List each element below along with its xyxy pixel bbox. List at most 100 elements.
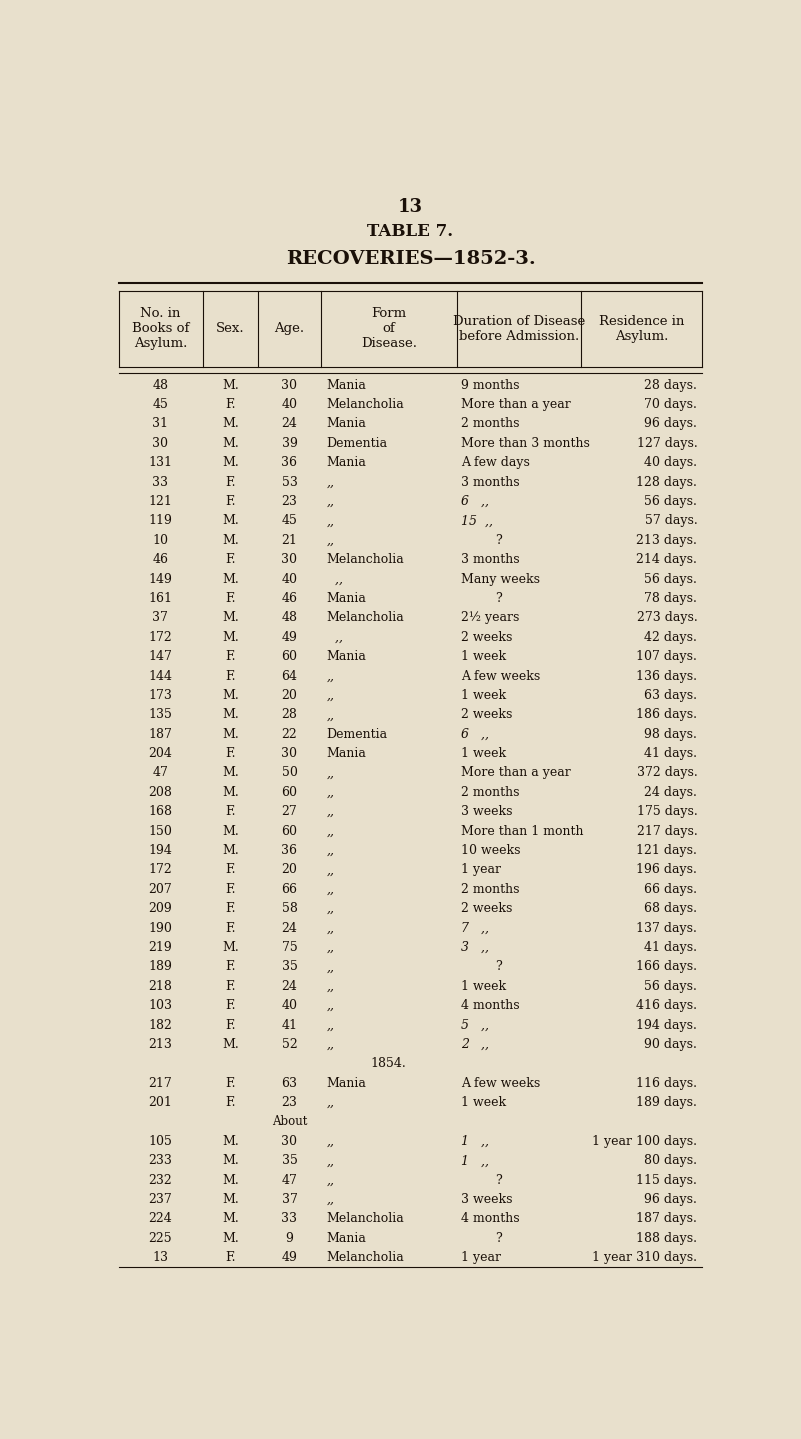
Text: 137 days.: 137 days. [637, 921, 698, 934]
Text: 135: 135 [148, 708, 172, 721]
Text: 48: 48 [152, 378, 168, 391]
Text: Melancholia: Melancholia [327, 1252, 405, 1265]
Text: 6   ,,: 6 ,, [461, 495, 489, 508]
Text: 2 weeks: 2 weeks [461, 630, 513, 643]
Text: 187: 187 [148, 728, 172, 741]
Text: Many weeks: Many weeks [461, 573, 541, 586]
Text: 47: 47 [281, 1174, 297, 1187]
Text: 98 days.: 98 days. [645, 728, 698, 741]
Text: RECOVERIES—1852-3.: RECOVERIES—1852-3. [286, 250, 535, 268]
Text: 3 weeks: 3 weeks [461, 1193, 513, 1206]
Text: 149: 149 [148, 573, 172, 586]
Text: 56 days.: 56 days. [645, 573, 698, 586]
Text: 36: 36 [281, 456, 297, 469]
Text: Mania: Mania [327, 591, 367, 604]
Text: 56 days.: 56 days. [645, 495, 698, 508]
Text: 39: 39 [281, 437, 297, 450]
Text: 28 days.: 28 days. [645, 378, 698, 391]
Text: About: About [272, 1115, 307, 1128]
Text: Melancholia: Melancholia [327, 1213, 405, 1226]
Text: 2 months: 2 months [461, 417, 520, 430]
Text: 30: 30 [281, 378, 297, 391]
Text: 28: 28 [281, 708, 297, 721]
Text: More than a year: More than a year [461, 767, 571, 780]
Text: Mania: Mania [327, 650, 367, 663]
Text: 80 days.: 80 days. [644, 1154, 698, 1167]
Text: 78 days.: 78 days. [645, 591, 698, 604]
Text: 107 days.: 107 days. [637, 650, 698, 663]
Text: 7   ,,: 7 ,, [461, 921, 489, 934]
Text: 3 months: 3 months [461, 476, 520, 489]
Text: 27: 27 [282, 806, 297, 819]
Text: 41 days.: 41 days. [644, 747, 698, 760]
Text: ,,: ,, [327, 786, 335, 799]
Text: 70 days.: 70 days. [645, 399, 698, 412]
Text: Duration of Disease
before Admission.: Duration of Disease before Admission. [453, 315, 586, 342]
Text: 24: 24 [281, 921, 297, 934]
Text: ,,: ,, [327, 630, 343, 643]
Text: 40: 40 [281, 399, 297, 412]
Text: ,,: ,, [327, 902, 335, 915]
Text: F.: F. [225, 1252, 235, 1265]
Text: 24: 24 [281, 417, 297, 430]
Text: Mania: Mania [327, 417, 367, 430]
Text: M.: M. [222, 1232, 239, 1245]
Text: ,,: ,, [327, 708, 335, 721]
Text: 30: 30 [152, 437, 168, 450]
Text: 204: 204 [148, 747, 172, 760]
Text: ,,: ,, [327, 1135, 335, 1148]
Text: 66: 66 [281, 882, 297, 896]
Text: ,,: ,, [327, 1019, 335, 1032]
Text: 1 week: 1 week [461, 689, 506, 702]
Text: 217: 217 [148, 1076, 172, 1089]
Text: 90 days.: 90 days. [645, 1038, 698, 1050]
Text: 49: 49 [281, 630, 297, 643]
Text: 13: 13 [152, 1252, 168, 1265]
Text: Sex.: Sex. [216, 322, 245, 335]
Text: No. in
Books of
Asylum.: No. in Books of Asylum. [132, 308, 189, 351]
Text: ,,: ,, [327, 1193, 335, 1206]
Text: More than a year: More than a year [461, 399, 571, 412]
Text: 5   ,,: 5 ,, [461, 1019, 489, 1032]
Text: 147: 147 [148, 650, 172, 663]
Text: ,,: ,, [327, 1174, 335, 1187]
Text: 47: 47 [152, 767, 168, 780]
Text: 194 days.: 194 days. [637, 1019, 698, 1032]
Text: 173: 173 [148, 689, 172, 702]
Text: 172: 172 [148, 863, 172, 876]
Text: F.: F. [225, 882, 235, 896]
Text: 1854.: 1854. [371, 1058, 407, 1071]
Text: 60: 60 [281, 650, 297, 663]
Text: Melancholia: Melancholia [327, 612, 405, 625]
Text: 168: 168 [148, 806, 172, 819]
Text: 37: 37 [281, 1193, 297, 1206]
Text: ?: ? [495, 1232, 502, 1245]
Text: 213: 213 [148, 1038, 172, 1050]
Text: 166 days.: 166 days. [636, 960, 698, 973]
Text: 150: 150 [148, 825, 172, 837]
Text: 45: 45 [281, 514, 297, 527]
Text: 33: 33 [152, 476, 168, 489]
Text: M.: M. [222, 825, 239, 837]
Text: ,,: ,, [327, 1097, 335, 1109]
Text: F.: F. [225, 1019, 235, 1032]
Text: F.: F. [225, 863, 235, 876]
Text: ,,: ,, [327, 514, 335, 527]
Text: M.: M. [222, 514, 239, 527]
Text: 20: 20 [281, 863, 297, 876]
Text: F.: F. [225, 591, 235, 604]
Text: M.: M. [222, 767, 239, 780]
Text: F.: F. [225, 980, 235, 993]
Text: 60: 60 [281, 786, 297, 799]
Text: 190: 190 [148, 921, 172, 934]
Text: Melancholia: Melancholia [327, 399, 405, 412]
Text: 214 days.: 214 days. [637, 553, 698, 566]
Text: F.: F. [225, 960, 235, 973]
Text: 37: 37 [152, 612, 168, 625]
Text: F.: F. [225, 495, 235, 508]
Text: 24 days.: 24 days. [645, 786, 698, 799]
Text: 96 days.: 96 days. [645, 1193, 698, 1206]
Text: 175 days.: 175 days. [637, 806, 698, 819]
Text: ,,: ,, [327, 476, 335, 489]
Text: 30: 30 [281, 553, 297, 566]
